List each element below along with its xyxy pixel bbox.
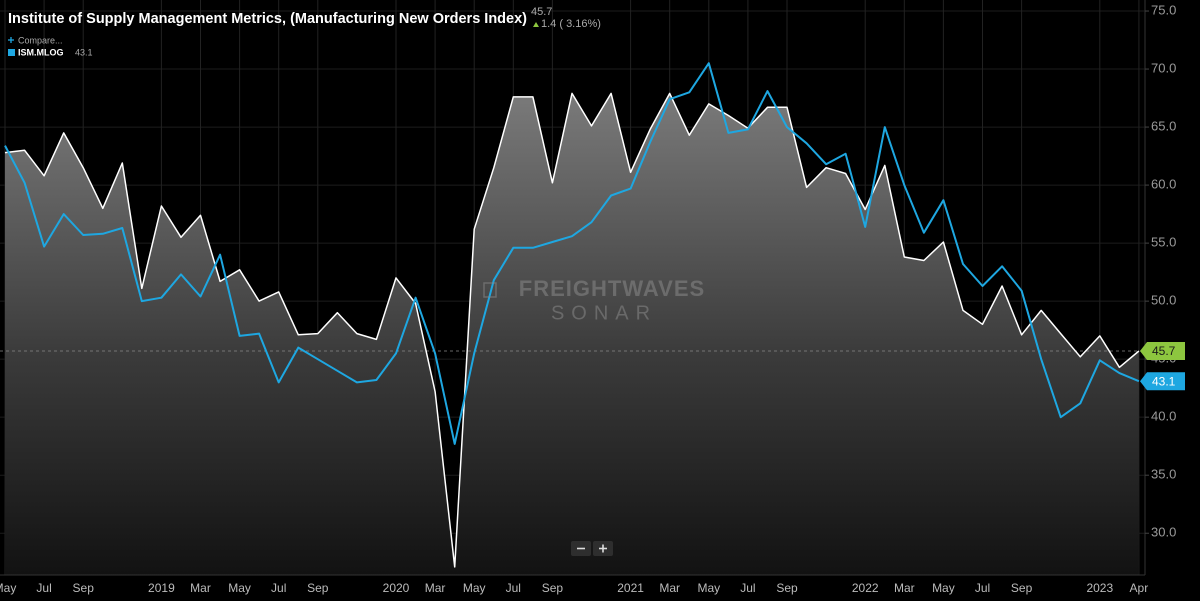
- y-tick-label: 40.0: [1151, 409, 1176, 424]
- plot-area: [0, 62, 1145, 576]
- watermark-brand: FREIGHTWAVES: [519, 276, 705, 301]
- x-tick-label: 2023: [1086, 581, 1113, 595]
- x-tick-label: May: [463, 581, 486, 595]
- x-tick-label: Mar: [659, 581, 680, 595]
- x-tick-label: May: [932, 581, 955, 595]
- x-tick-label: Jul: [271, 581, 286, 595]
- x-tick-label: May: [0, 581, 16, 595]
- x-tick-label: Mar: [894, 581, 915, 595]
- y-tick-label: 65.0: [1151, 119, 1176, 134]
- watermark-product: SONAR: [551, 302, 657, 324]
- watermark: FREIGHTWAVES SONAR: [483, 276, 705, 324]
- x-tick-label: 2022: [852, 581, 879, 595]
- value-tag-label: 45.7: [1152, 344, 1176, 358]
- x-tick-label: Sep: [307, 581, 329, 595]
- y-tick-label: 35.0: [1151, 467, 1176, 482]
- y-tick-label: 75.0: [1151, 2, 1176, 17]
- x-tick-label: Jul: [36, 581, 51, 595]
- x-tick-label: Jul: [740, 581, 755, 595]
- watermark-icon: [483, 282, 497, 298]
- value-tag: [1140, 372, 1185, 391]
- series-line: [4, 62, 1140, 445]
- x-tick-label: 2021: [617, 581, 644, 595]
- x-tick-label: May: [228, 581, 251, 595]
- y-tick-label: 50.0: [1151, 293, 1176, 308]
- axes: 30.035.040.045.050.055.060.065.070.075.0…: [0, 2, 1176, 595]
- legend-value: 43.1: [75, 47, 93, 57]
- x-tick-label: 2020: [383, 581, 410, 595]
- y-tick-label: 30.0: [1151, 525, 1176, 540]
- value-tags: 45.7 43.1: [1140, 342, 1185, 391]
- y-tick-label: 60.0: [1151, 177, 1176, 192]
- compare-button[interactable]: Compare...: [8, 35, 63, 45]
- x-tick-label: Sep: [73, 581, 95, 595]
- x-tick-label: Mar: [190, 581, 211, 595]
- y-tick-label: 70.0: [1151, 60, 1176, 75]
- header-value: 45.7: [531, 6, 552, 18]
- value-tag-label: 43.1: [1152, 374, 1176, 388]
- y-tick-label: 55.0: [1151, 235, 1176, 250]
- x-tick-label: Sep: [542, 581, 564, 595]
- x-tick-label: Jul: [975, 581, 990, 595]
- x-tick-label: Sep: [776, 581, 798, 595]
- chart-title: Institute of Supply Management Metrics, …: [8, 10, 527, 27]
- x-tick-label: Sep: [1011, 581, 1033, 595]
- x-tick-label: Mar: [425, 581, 446, 595]
- x-tick-label: May: [697, 581, 720, 595]
- header-change: 1.4 ( 3.16%): [541, 18, 601, 30]
- legend-label: ISM.MLOG: [18, 47, 64, 57]
- legend-swatch: [8, 49, 15, 56]
- zoom-controls: [571, 541, 613, 556]
- value-tag: [1140, 342, 1185, 361]
- up-arrow: [533, 22, 539, 27]
- x-tick-label: Jul: [506, 581, 521, 595]
- series-line: [4, 92, 1140, 568]
- compare-label[interactable]: Compare...: [18, 35, 63, 45]
- area: [5, 93, 1139, 576]
- x-tick-label: 2019: [148, 581, 175, 595]
- x-tick-label: Apr: [1130, 581, 1149, 595]
